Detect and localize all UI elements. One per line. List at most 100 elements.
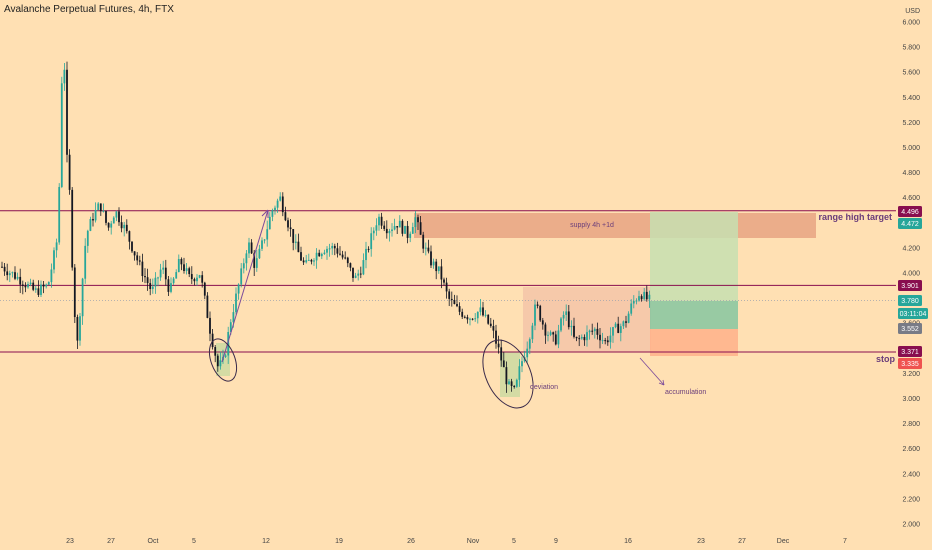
candle-body bbox=[625, 321, 627, 323]
candle-body bbox=[479, 307, 482, 312]
price-badge bbox=[898, 323, 922, 334]
candle-body bbox=[391, 229, 393, 232]
deviation-highlight bbox=[500, 352, 520, 397]
candle-body bbox=[248, 242, 250, 254]
candle-body bbox=[300, 252, 302, 261]
candle-body bbox=[469, 318, 471, 320]
candle-body bbox=[567, 311, 570, 328]
candle-body bbox=[92, 219, 94, 221]
candle-body bbox=[6, 271, 9, 276]
candle-body bbox=[198, 275, 201, 278]
candle-body bbox=[471, 318, 474, 320]
candle-body bbox=[640, 296, 643, 300]
candle-body bbox=[396, 226, 399, 228]
candle-body bbox=[159, 269, 162, 278]
candle-body bbox=[123, 224, 126, 229]
candle-body bbox=[370, 233, 373, 250]
candle-body bbox=[552, 332, 555, 335]
y-tick-label: 3.200 bbox=[902, 371, 920, 378]
candle-body bbox=[76, 317, 79, 341]
price-badge bbox=[898, 358, 922, 369]
candle-body bbox=[450, 298, 453, 301]
candle-body bbox=[68, 154, 71, 190]
candle-body bbox=[565, 311, 568, 315]
candle-body bbox=[102, 210, 105, 212]
candle-body bbox=[224, 355, 227, 357]
y-tick-label: 2.200 bbox=[902, 496, 920, 503]
x-tick-label: 9 bbox=[554, 538, 558, 545]
price-badge bbox=[898, 280, 922, 291]
candle-body bbox=[513, 385, 516, 387]
price-badge-label: 3.901 bbox=[901, 283, 919, 290]
candle-body bbox=[601, 340, 604, 342]
y-tick-label: 5.200 bbox=[902, 120, 920, 127]
candle-body bbox=[263, 239, 266, 241]
candle-body bbox=[151, 286, 154, 290]
chart-title: Avalanche Perpetual Futures, 4h, FTX bbox=[4, 4, 174, 15]
candle-body bbox=[536, 304, 539, 306]
candle-body bbox=[456, 304, 458, 307]
candle-body bbox=[125, 224, 128, 232]
candle-body bbox=[534, 304, 536, 326]
candle-body bbox=[42, 284, 45, 287]
candle-body bbox=[170, 283, 172, 292]
candle-body bbox=[344, 257, 347, 259]
candle-body bbox=[268, 216, 271, 230]
candle-body bbox=[599, 334, 601, 341]
candle-body bbox=[107, 222, 110, 228]
candle-body bbox=[573, 325, 575, 337]
candle-body bbox=[138, 260, 141, 262]
candle-body bbox=[289, 227, 292, 230]
candle-body bbox=[45, 284, 48, 287]
candle-body bbox=[427, 247, 430, 252]
level-label-range-high: range high target bbox=[818, 212, 892, 222]
annotation-accumulation: accumulation bbox=[665, 389, 706, 396]
candle-body bbox=[497, 343, 500, 348]
candle-body bbox=[97, 203, 100, 211]
candle-body bbox=[1, 266, 3, 268]
candle-body bbox=[167, 279, 170, 292]
candle-body bbox=[216, 355, 219, 367]
candle-body bbox=[196, 277, 198, 282]
candle-body bbox=[422, 234, 425, 249]
candle-body bbox=[203, 282, 206, 296]
candle-body bbox=[136, 255, 139, 261]
candle-body bbox=[232, 312, 235, 323]
candle-body bbox=[445, 282, 448, 292]
candle-body bbox=[32, 282, 35, 290]
candle-body bbox=[593, 328, 596, 332]
accumulation-pointer bbox=[639, 357, 665, 386]
x-tick-label: 27 bbox=[107, 538, 115, 545]
candle-body bbox=[201, 275, 204, 283]
candle-body bbox=[73, 267, 76, 318]
candle-body bbox=[255, 258, 258, 268]
candle-body bbox=[398, 220, 401, 228]
candle-body bbox=[214, 347, 217, 356]
candle-body bbox=[53, 250, 55, 270]
candle-body bbox=[500, 347, 503, 361]
candle-body bbox=[648, 294, 651, 300]
deviation-circle bbox=[482, 339, 534, 409]
candle-body bbox=[99, 203, 102, 212]
candle-body bbox=[84, 245, 87, 279]
candle-body bbox=[518, 366, 521, 380]
candle-body bbox=[86, 230, 89, 246]
candle-body bbox=[489, 323, 492, 327]
trend-arrow-line bbox=[221, 209, 269, 363]
y-axis-currency: USD bbox=[905, 8, 920, 15]
candle-body bbox=[164, 267, 167, 280]
candle-body bbox=[440, 266, 443, 280]
target-zone bbox=[650, 212, 738, 301]
y-tick-label: 5.000 bbox=[902, 145, 920, 152]
candle-body bbox=[227, 331, 230, 356]
x-tick-label: Oct bbox=[148, 538, 159, 545]
candle-body bbox=[37, 288, 40, 295]
candle-body bbox=[424, 247, 427, 249]
supply-zone bbox=[414, 213, 816, 238]
arrow-head-icon bbox=[261, 209, 269, 218]
candle-body bbox=[352, 267, 354, 278]
candle-body bbox=[24, 285, 27, 288]
candle-body bbox=[328, 248, 331, 250]
y-tick-label: 5.800 bbox=[902, 45, 920, 52]
